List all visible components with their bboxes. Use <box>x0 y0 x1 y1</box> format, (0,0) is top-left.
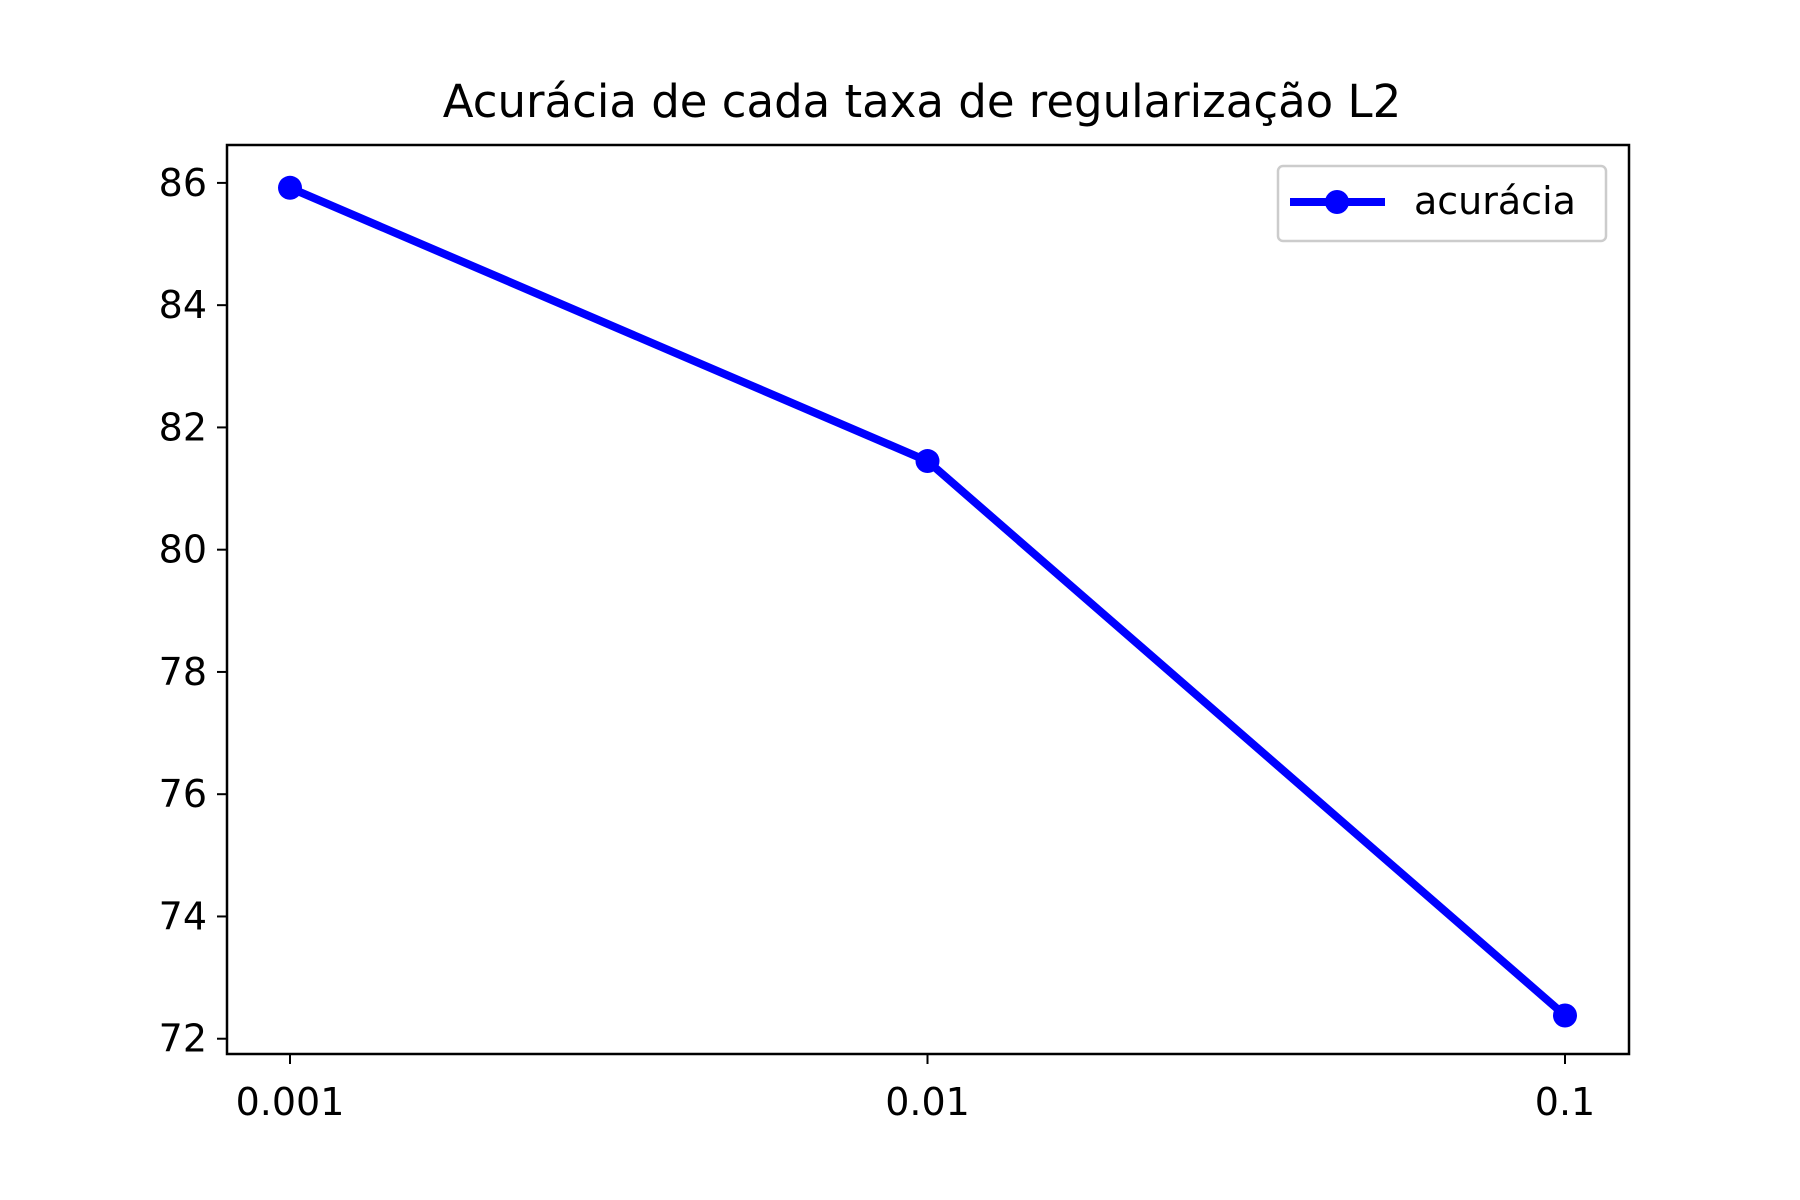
y-tick-label: 86 <box>159 161 207 205</box>
legend-label: acurácia <box>1414 179 1576 223</box>
chart-title: Acurácia de cada taxa de regularização L… <box>443 75 1401 128</box>
y-tick-label: 80 <box>159 528 207 572</box>
series-layer <box>278 175 1577 1028</box>
x-tick-label: 0.001 <box>236 1080 345 1124</box>
plot-area <box>227 145 1629 1054</box>
legend: acurácia <box>1276 164 1608 243</box>
x-tick-label: 0.1 <box>1535 1080 1595 1124</box>
x-tick-label: 0.01 <box>885 1080 970 1124</box>
legend-frame <box>1276 164 1608 243</box>
y-tick-label: 76 <box>159 772 207 816</box>
y-tick-label: 74 <box>159 894 207 938</box>
y-tick-label: 82 <box>159 405 207 449</box>
plot-background <box>227 145 1629 1054</box>
y-tick-label: 78 <box>159 650 207 694</box>
y-tick-label: 72 <box>159 1017 207 1061</box>
data-point <box>278 175 302 200</box>
axes-frame <box>225 143 1631 1056</box>
legend-point-marker <box>1325 190 1349 214</box>
data-point <box>915 449 940 474</box>
y-tick-label: 84 <box>159 283 207 327</box>
data-point <box>1553 1003 1577 1028</box>
axes: 72 74 76 78 80 82 84 86 0.001 0.01 0.1 <box>159 143 1631 1124</box>
